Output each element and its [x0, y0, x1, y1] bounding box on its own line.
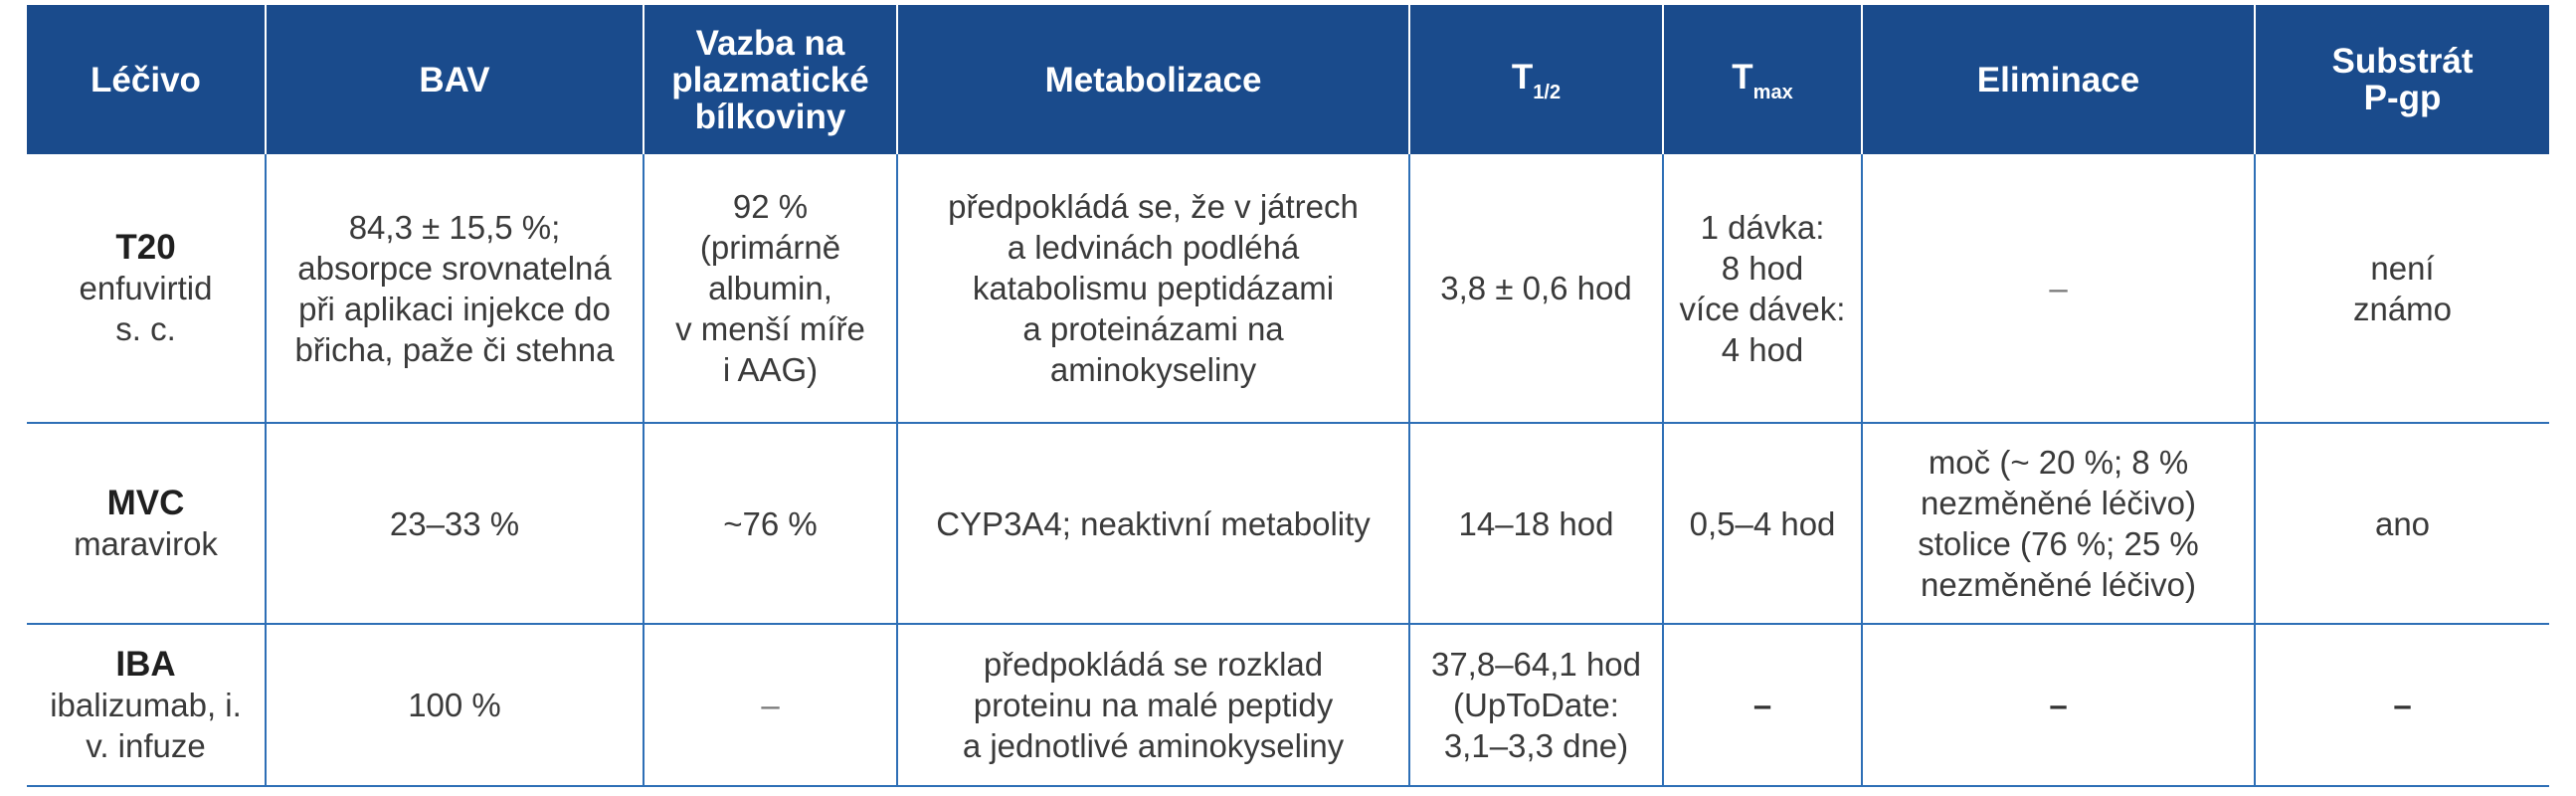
cell-metabolism: CYP3A4; neaktivní metabolity: [897, 423, 1410, 625]
drug-name: maravirok: [74, 525, 218, 562]
drug-name: ibalizumab, i. v. infuze: [50, 687, 242, 764]
header-elimination: Eliminace: [1862, 5, 2256, 154]
cell-metabolism: předpokládá se rozklad proteinu na malé …: [897, 624, 1410, 787]
pharmacokinetics-table: Léčivo BAV Vazba na plazmatické bílkovin…: [27, 5, 2549, 787]
header-drug: Léčivo: [27, 5, 267, 154]
header-binding: Vazba na plazmatické bílkoviny: [644, 5, 898, 154]
header-bav: BAV: [266, 5, 644, 154]
cell-drug: T20 enfuvirtid s. c.: [27, 154, 267, 424]
drug-abbreviation: IBA: [115, 645, 176, 684]
cell-bav: 100 %: [266, 624, 644, 787]
cell-elimination: –: [1862, 154, 2256, 424]
cell-drug: IBA ibalizumab, i. v. infuze: [27, 624, 267, 787]
header-metabolism: Metabolizace: [897, 5, 1410, 154]
cell-t-half: 14–18 hod: [1409, 423, 1664, 625]
cell-pgp: není známo: [2255, 154, 2549, 424]
cell-t-half: 37,8–64,1 hod (UpToDate: 3,1–3,3 dne): [1409, 624, 1664, 787]
cell-elimination: –: [1862, 624, 2256, 787]
cell-pgp: ano: [2255, 423, 2549, 625]
cell-bav: 84,3 ± 15,5 %; absorpce srovnatelná při …: [266, 154, 644, 424]
cell-drug: MVC maravirok: [27, 423, 267, 625]
cell-t-max: 0,5–4 hod: [1663, 423, 1863, 625]
header-t-half: T1/2: [1409, 5, 1664, 154]
cell-binding: 92 % (primárně albumin, v menší míře i A…: [644, 154, 898, 424]
table-row-mvc: MVC maravirok 23–33 % ~76 % CYP3A4; neak…: [27, 423, 2549, 625]
cell-binding: –: [644, 624, 898, 787]
cell-pgp: –: [2255, 624, 2549, 787]
cell-binding: ~76 %: [644, 423, 898, 625]
header-row: Léčivo BAV Vazba na plazmatické bílkovin…: [27, 5, 2549, 154]
cell-t-max: –: [1663, 624, 1863, 787]
table-row-iba: IBA ibalizumab, i. v. infuze 100 % – pře…: [27, 624, 2549, 787]
drug-abbreviation: MVC: [106, 484, 185, 522]
cell-elimination: moč (~ 20 %; 8 % nezměněné léčivo) stoli…: [1862, 423, 2256, 625]
drug-name: enfuvirtid s. c.: [79, 270, 213, 347]
drug-abbreviation: T20: [115, 228, 176, 267]
table-row-t20: T20 enfuvirtid s. c. 84,3 ± 15,5 %; abso…: [27, 154, 2549, 424]
cell-bav: 23–33 %: [266, 423, 644, 625]
header-pgp: Substrát P-gp: [2255, 5, 2549, 154]
header-t-max: Tmax: [1663, 5, 1863, 154]
cell-t-half: 3,8 ± 0,6 hod: [1409, 154, 1664, 424]
cell-t-max: 1 dávka: 8 hod více dávek: 4 hod: [1663, 154, 1863, 424]
cell-metabolism: předpokládá se, že v játrech a ledvinách…: [897, 154, 1410, 424]
